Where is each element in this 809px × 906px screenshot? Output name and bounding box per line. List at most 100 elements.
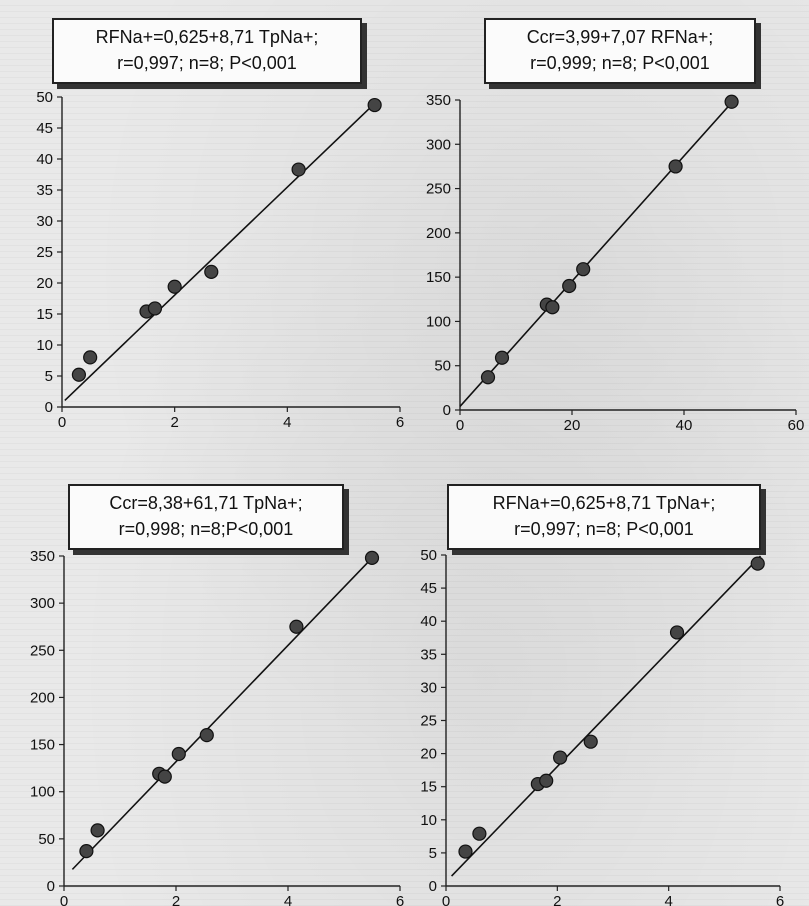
x-tick-label: 0 — [456, 417, 464, 434]
x-tick-label: 20 — [564, 417, 581, 434]
equation-box-1: RFNa+=0,625+8,71 TpNa+; r=0,997; n=8; P<… — [52, 18, 362, 84]
x-tick-label: 2 — [553, 893, 561, 906]
data-point — [291, 162, 306, 177]
y-tick-label: 0 — [45, 399, 53, 416]
regression-line — [71, 557, 373, 870]
data-point — [545, 300, 560, 315]
data-point — [539, 773, 554, 788]
y-tick-label: 15 — [420, 779, 437, 796]
y-tick-label: 0 — [429, 878, 437, 895]
y-tick-label: 45 — [36, 120, 53, 137]
x-tick-label: 6 — [776, 893, 784, 906]
y-tick-label: 25 — [36, 244, 53, 261]
equation-line-1: Ccr=8,38+61,71 TpNa+; — [109, 493, 303, 513]
data-point — [480, 370, 496, 385]
y-tick-label: 50 — [36, 89, 53, 106]
data-point — [668, 159, 683, 174]
data-point — [583, 734, 598, 749]
data-point — [364, 550, 380, 565]
data-point — [458, 844, 473, 859]
equation-line-2: r=0,997; n=8; P<0,001 — [514, 519, 694, 539]
data-point — [171, 746, 186, 762]
scatter-panel-4: 0 5 10 15 20 25 30 35 40 45 50 0 2 4 6 — [420, 547, 784, 906]
scatter-panel-1: 0 5 10 15 20 25 30 35 40 45 50 0 2 4 6 — [36, 89, 404, 431]
x-tick-label: 6 — [396, 893, 404, 906]
data-point — [553, 750, 568, 765]
y-tick-label: 5 — [429, 845, 437, 862]
y-tick-label: 5 — [45, 368, 53, 385]
data-point — [576, 262, 591, 277]
y-tick-label: 10 — [420, 812, 437, 829]
x-tick-label: 40 — [676, 417, 693, 434]
x-tick-label: 2 — [170, 414, 178, 431]
data-point — [199, 728, 214, 743]
y-tick-label: 0 — [47, 878, 55, 895]
y-tick-label: 100 — [426, 313, 451, 330]
y-tick-label: 50 — [38, 831, 55, 848]
y-tick-label: 350 — [426, 92, 451, 109]
regression-line — [450, 555, 762, 877]
y-tick-label: 350 — [30, 548, 55, 565]
y-tick-label: 0 — [443, 402, 451, 419]
y-tick-label: 250 — [426, 181, 451, 198]
y-tick-label: 100 — [30, 784, 55, 801]
x-tick-label: 4 — [284, 893, 292, 906]
y-tick-label: 50 — [420, 547, 437, 564]
data-point — [367, 97, 382, 113]
equation-box-3: Ccr=8,38+61,71 TpNa+; r=0,998; n=8;P<0,0… — [68, 484, 344, 550]
data-point — [724, 94, 739, 109]
data-point — [79, 844, 94, 859]
data-point — [71, 367, 87, 382]
x-tick-label: 0 — [442, 893, 450, 906]
y-tick-label: 40 — [420, 613, 437, 630]
y-tick-label: 30 — [36, 213, 53, 230]
y-tick-label: 35 — [36, 182, 53, 199]
data-point — [204, 264, 219, 279]
data-point — [90, 823, 105, 838]
y-tick-label: 200 — [30, 689, 55, 706]
y-tick-label: 150 — [426, 269, 451, 286]
scatter-panel-2: 0 50 100 150 200 250 300 350 0 20 40 60 — [426, 92, 804, 434]
regression-line — [64, 100, 379, 402]
equation-line-2: r=0,997; n=8; P<0,001 — [117, 53, 297, 73]
data-point — [669, 625, 685, 640]
x-tick-label: 0 — [58, 414, 66, 431]
y-tick-label: 150 — [30, 737, 55, 754]
equation-line-1: Ccr=3,99+7,07 RFNa+; — [526, 27, 714, 47]
y-tick-label: 20 — [36, 275, 53, 292]
y-tick-label: 10 — [36, 337, 53, 354]
y-tick-label: 20 — [420, 746, 437, 763]
equation-line-1: RFNa+=0,625+8,71 TpNa+; — [492, 493, 716, 513]
data-point — [147, 301, 163, 316]
data-point — [494, 350, 510, 365]
x-tick-label: 4 — [283, 414, 291, 431]
y-tick-label: 15 — [36, 306, 53, 323]
x-tick-label: 6 — [396, 414, 404, 431]
x-tick-label: 0 — [60, 893, 68, 906]
data-point — [83, 350, 98, 365]
data-point — [750, 556, 765, 571]
x-tick-label: 4 — [664, 893, 672, 906]
y-tick-label: 300 — [426, 136, 451, 153]
x-tick-label: 2 — [172, 893, 180, 906]
y-tick-label: 50 — [434, 358, 451, 375]
y-tick-label: 35 — [420, 646, 437, 663]
y-tick-label: 45 — [420, 580, 437, 597]
data-point — [562, 278, 577, 294]
equation-box-4: RFNa+=0,625+8,71 TpNa+; r=0,997; n=8; P<… — [447, 484, 761, 550]
y-tick-label: 25 — [420, 713, 437, 730]
data-point — [167, 279, 182, 294]
equation-line-2: r=0,998; n=8;P<0,001 — [118, 519, 294, 539]
data-point — [289, 619, 304, 634]
y-tick-label: 300 — [30, 595, 55, 612]
y-tick-label: 30 — [420, 679, 437, 696]
equation-line-1: RFNa+=0,625+8,71 TpNa+; — [95, 27, 319, 47]
x-tick-label: 60 — [788, 417, 805, 434]
y-tick-label: 40 — [36, 151, 53, 168]
scatter-panel-3: 0 50 100 150 200 250 300 350 0 2 4 6 — [30, 548, 404, 906]
data-point — [472, 826, 487, 841]
y-tick-label: 200 — [426, 225, 451, 242]
y-tick-label: 250 — [30, 642, 55, 659]
equation-box-2: Ccr=3,99+7,07 RFNa+; r=0,999; n=8; P<0,0… — [484, 18, 756, 84]
